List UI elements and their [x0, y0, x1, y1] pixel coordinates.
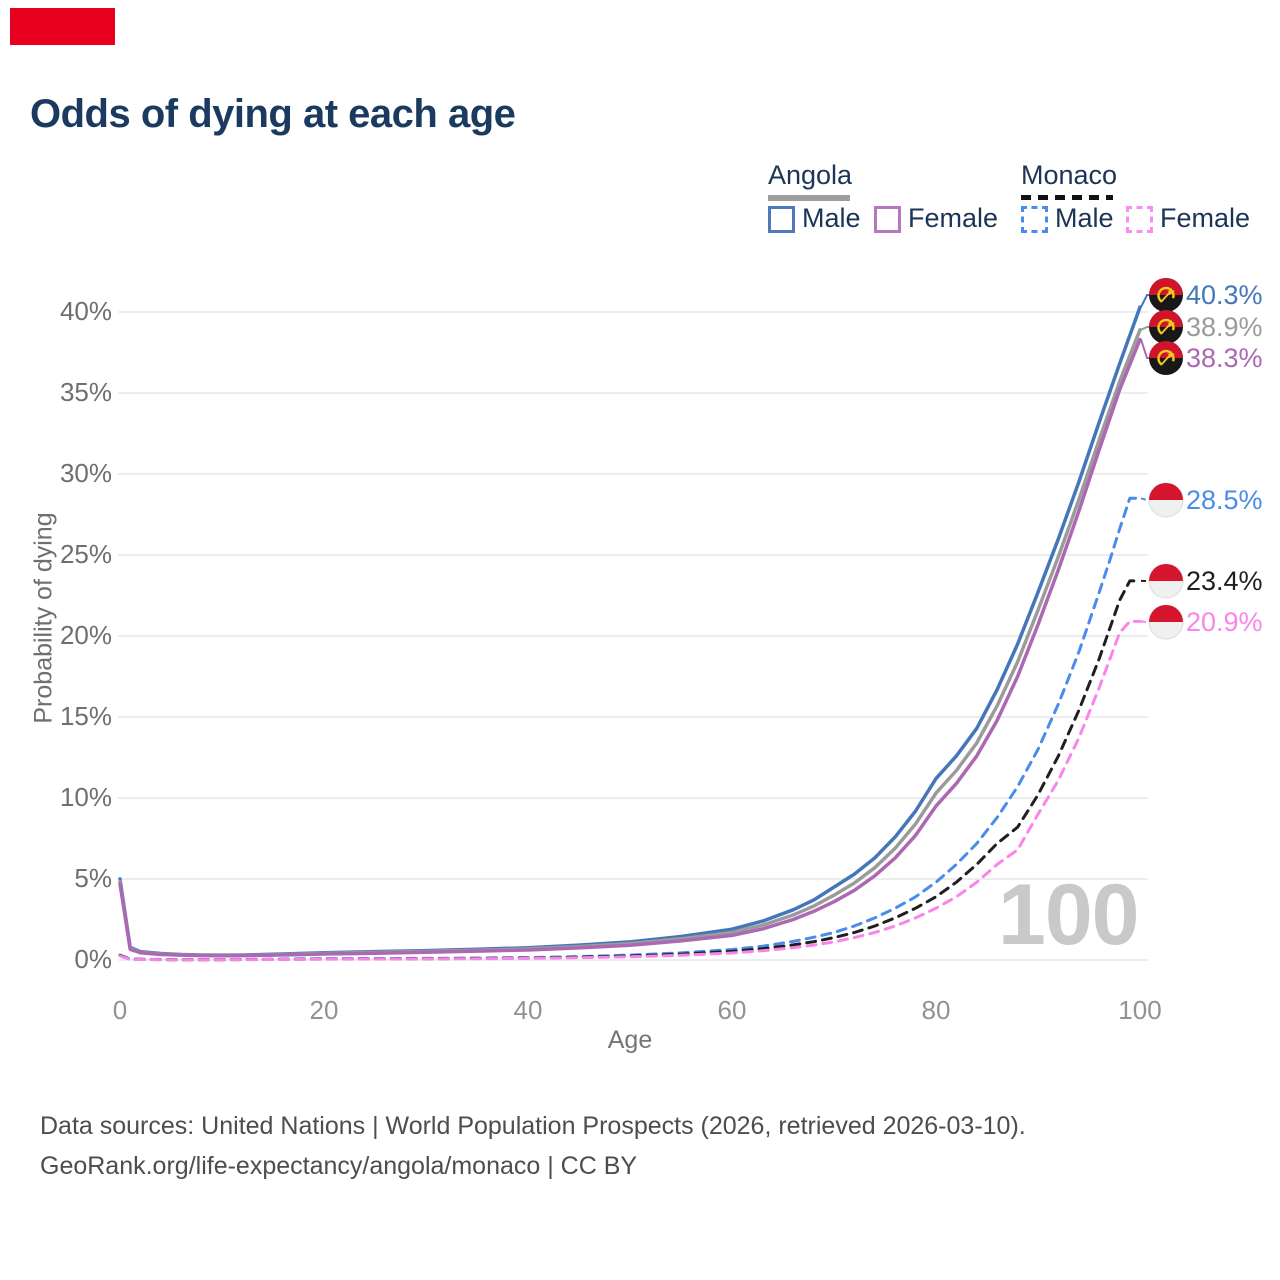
- legend-item-angola-male[interactable]: Male: [802, 203, 861, 233]
- monaco-line-style-swatch: [1021, 195, 1113, 200]
- legend-group-angola-label: Angola: [768, 160, 853, 190]
- footer: Data sources: United Nations | World Pop…: [40, 1106, 1026, 1186]
- angola-flag-icon: [1149, 310, 1183, 344]
- x-tick-label: 0: [112, 995, 128, 1025]
- y-tick-label: 15%: [59, 701, 112, 731]
- angola-flag-icon: [1149, 278, 1183, 312]
- x-tick-label: 100: [1118, 995, 1162, 1025]
- age-watermark: 100: [998, 867, 1139, 963]
- legend-item-monaco-female[interactable]: Female: [1160, 203, 1251, 233]
- end-label-monaco-male: 28.5%: [1186, 485, 1263, 515]
- series-line-angola-male: [118, 305, 1142, 957]
- series-line-monaco-male: [118, 496, 1142, 961]
- footer-attribution: GeoRank.org/life-expectancy/angola/monac…: [40, 1152, 638, 1180]
- legend-item-monaco-male[interactable]: Male: [1055, 203, 1114, 233]
- monaco-flag-icon: [1148, 563, 1184, 599]
- y-tick-label: 40%: [59, 296, 112, 326]
- monaco-female-swatch-icon[interactable]: [1126, 206, 1153, 233]
- legend-item-angola-female[interactable]: Female: [908, 203, 999, 233]
- y-tick-label: 5%: [74, 863, 112, 893]
- end-label-monaco-female: 20.9%: [1186, 607, 1263, 637]
- end-label-angola-female: 38.3%: [1186, 343, 1263, 373]
- y-tick-label: 0%: [74, 944, 112, 974]
- monaco-flag-icon: [1148, 482, 1184, 518]
- angola-male-swatch-icon[interactable]: [768, 206, 795, 233]
- y-tick-label: 10%: [59, 782, 112, 812]
- series-line-monaco-female: [118, 619, 1142, 962]
- monaco-male-swatch-icon[interactable]: [1021, 206, 1048, 233]
- x-tick-label: 40: [513, 995, 543, 1025]
- x-axis-title: Age: [607, 1026, 653, 1054]
- end-label-monaco-both: 23.4%: [1186, 566, 1263, 596]
- y-tick-label: 20%: [59, 620, 112, 650]
- series-line-monaco-both: [118, 579, 1142, 962]
- red-marker: [10, 8, 115, 45]
- y-tick-label: 35%: [59, 377, 112, 407]
- footer-data-sources: Data sources: United Nations | World Pop…: [40, 1112, 1026, 1140]
- x-tick-label: 80: [921, 995, 951, 1025]
- x-tick-label: 60: [717, 995, 747, 1025]
- legend-group-monaco-label: Monaco: [1021, 160, 1118, 190]
- y-axis-title: Probability of dying: [29, 512, 58, 724]
- series-line-angola-female: [118, 337, 1142, 958]
- end-label-angola-both: 38.9%: [1186, 312, 1263, 342]
- angola-flag-icon: [1149, 341, 1183, 375]
- series-line-angola-both: [118, 328, 1142, 958]
- chart-title: Odds of dying at each age: [30, 92, 516, 136]
- angola-female-swatch-icon[interactable]: [874, 206, 901, 233]
- monaco-flag-icon: [1148, 604, 1184, 640]
- end-label-angola-male: 40.3%: [1186, 280, 1263, 310]
- y-tick-label: 25%: [59, 539, 112, 569]
- x-tick-label: 20: [309, 995, 339, 1025]
- y-tick-label: 30%: [59, 458, 112, 488]
- angola-line-style-swatch: [768, 195, 850, 201]
